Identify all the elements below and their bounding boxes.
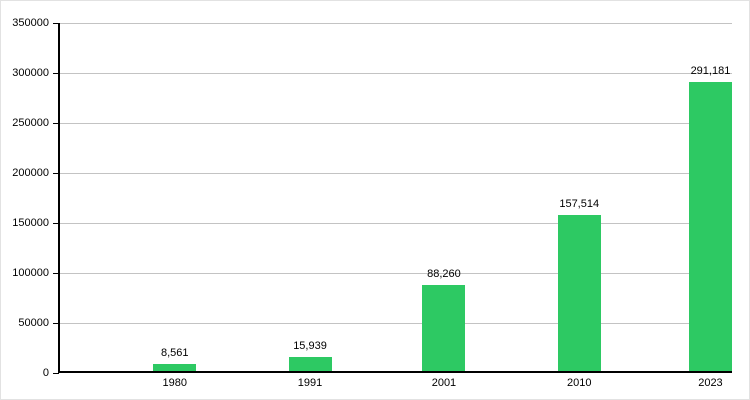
x-axis-tick-label: 2023 <box>698 377 723 389</box>
x-axis-line <box>58 371 732 373</box>
y-axis-tick <box>53 272 59 274</box>
x-axis-tick-label: 1980 <box>162 377 187 389</box>
y-axis-tick-label: 250000 <box>12 117 49 129</box>
gridline <box>59 322 732 324</box>
y-axis-tick-label: 50000 <box>18 317 49 329</box>
y-axis-tick-label: 300000 <box>12 67 49 79</box>
x-axis-tick-label: 1991 <box>297 377 323 389</box>
y-axis-tick-label: 350000 <box>12 17 49 29</box>
x-axis-tick-label: 2010 <box>566 377 592 389</box>
bar-value-label: 8,561 <box>160 347 189 360</box>
bar-value-label: 15,939 <box>293 340 327 353</box>
bar-2001 <box>422 284 466 373</box>
bar-2023 <box>688 81 732 373</box>
y-axis-tick <box>53 322 59 324</box>
y-axis-tick-label: 100000 <box>12 267 49 279</box>
x-axis-tick-label: 2001 <box>431 377 457 389</box>
bar-value-label: 88,260 <box>427 267 461 280</box>
gridline <box>59 272 732 274</box>
bar-2010 <box>557 215 601 373</box>
y-axis-tick-label: 200000 <box>12 167 49 179</box>
bar-1980 <box>153 364 197 373</box>
y-axis-tick-label: 150000 <box>12 217 49 229</box>
gridline <box>59 122 732 124</box>
bar-value-label: 157,514 <box>559 198 600 211</box>
gridline <box>59 22 732 24</box>
y-axis-line <box>58 23 60 373</box>
y-axis-tick <box>53 122 59 124</box>
y-axis-tick-label: 0 <box>42 367 49 379</box>
y-axis-tick <box>53 22 59 24</box>
gridline <box>59 222 732 224</box>
gridline <box>59 72 732 74</box>
gridline <box>59 172 732 174</box>
y-axis-tick <box>53 172 59 174</box>
y-axis-tick <box>53 222 59 224</box>
bar-1991 <box>288 357 332 373</box>
y-axis-tick <box>53 72 59 74</box>
bar-value-label: 291,181 <box>690 64 731 77</box>
y-axis-tick <box>53 372 59 374</box>
